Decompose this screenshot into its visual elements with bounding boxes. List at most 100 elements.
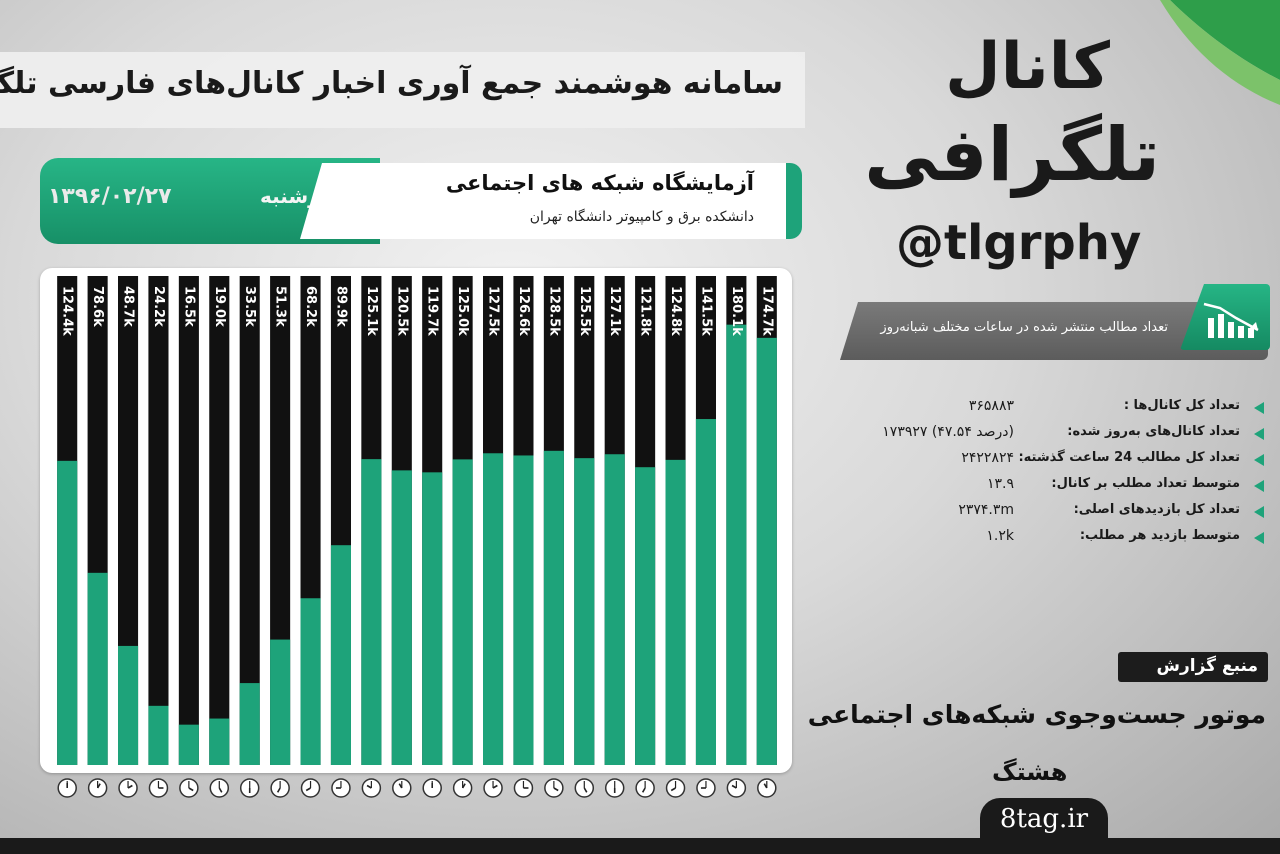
clock-icon (483, 778, 503, 798)
stat-value: ۱۷۳۹۲۷ (۴۷.۵۴ درصد) (882, 424, 1014, 440)
bar (483, 453, 504, 765)
bar (756, 337, 777, 765)
stat-banner-text: تعداد مطالب منتشر شده در ساعات مختلف شبا… (880, 320, 1168, 335)
stat-label: تعداد کل کانال‌ها : (1123, 398, 1240, 413)
bar (452, 459, 473, 765)
bar-value-label: 127.5k (486, 286, 501, 336)
bar-track (209, 276, 230, 765)
source-badge-text: منبع گزارش (1156, 656, 1258, 676)
bar (391, 470, 412, 765)
clock-icon (635, 778, 655, 798)
stat-value: ۱.۲k (986, 528, 1014, 544)
clock-icon (392, 778, 412, 798)
site-badge: 8tag.ir (980, 798, 1108, 838)
clock-icon (270, 778, 290, 798)
arrow-icon (1254, 506, 1264, 518)
clock-icon (665, 778, 686, 798)
source-name: موتور جست‌وجوی شبکه‌های اجتماعی (807, 700, 1266, 729)
bar-value-label: 127.1k (607, 286, 622, 336)
hour-clock-row (57, 778, 777, 798)
bar-value-label: 125.1k (364, 286, 379, 336)
bar (87, 572, 108, 765)
source-badge: منبع گزارش (1118, 652, 1268, 682)
stat-label: متوسط بازدید هر مطلب: (1079, 528, 1240, 543)
arrow-icon (1254, 480, 1264, 492)
page-title: سامانه هوشمند جمع آوری اخبار کانال‌های ف… (0, 66, 783, 101)
bar (209, 718, 230, 765)
bar (695, 419, 716, 765)
clock-icon (300, 778, 321, 798)
bar (148, 705, 169, 765)
clock-icon (87, 778, 108, 798)
lab-panel: آزمایشگاه شبکه های اجتماعی دانشکده برق و… (300, 163, 790, 239)
bar-value-label: 120.5k (394, 286, 409, 336)
bar (543, 450, 564, 765)
bar (300, 598, 321, 765)
clock-icon (118, 778, 138, 798)
bar-value-label: 51.3k (273, 286, 288, 327)
leaf-decoration (1160, 0, 1280, 105)
bar (422, 472, 443, 765)
bar (726, 324, 747, 765)
lab-title: آزمایشگاه شبکه های اجتماعی (445, 171, 754, 195)
site-link[interactable]: 8tag.ir (999, 804, 1089, 834)
clock-icon (179, 778, 199, 798)
bar-value-label: 124.8k (668, 286, 683, 336)
bar-value-label: 141.5k (698, 286, 713, 336)
brand-block: کانال تلگرافی @tlgrphy (820, 30, 1170, 290)
bar (361, 459, 382, 765)
hourly-bar-chart: 124.4k 78.6k 48.7k 24.2k 16.5k 19.0k 33.5k 51.3… (57, 276, 777, 765)
brand-handle: @tlgrphy (896, 215, 1142, 271)
bar-value-label: 174.7k (759, 286, 774, 336)
clock-icon (148, 778, 169, 798)
bar-track (239, 276, 260, 765)
bar (178, 724, 199, 765)
stat-value: ۲۳۷۴.۳m (958, 502, 1014, 518)
bar-value-label: 125.0k (455, 286, 470, 336)
bar-value-label: 19.0k (212, 286, 227, 327)
date-value: ۱۳۹۶/۰۲/۲۷ (48, 184, 172, 209)
bar-value-label: 33.5k (242, 286, 257, 327)
bar-value-label: 89.9k (333, 286, 348, 327)
bar-track (178, 276, 199, 765)
bar-value-label: 180.1k (729, 286, 744, 336)
clock-icon (544, 778, 564, 798)
stat-row-avg-views: متوسط بازدید هر مطلب: ۱.۲k (840, 528, 1270, 552)
bottom-bar (0, 838, 1280, 854)
trend-chart-icon (1203, 302, 1259, 338)
clock-icon (239, 778, 260, 798)
stat-row-total-channels: تعداد کل کانال‌ها : ۳۶۵۸۸۳ (840, 398, 1270, 422)
bar (574, 458, 595, 765)
source-brand: هشتگ (992, 758, 1068, 786)
brand-name-line2: تلگرافی (864, 112, 1160, 198)
clock-icon (574, 778, 595, 798)
lab-panel-edge (786, 163, 802, 239)
bar-track (148, 276, 169, 765)
bar (635, 467, 656, 765)
bar-value-label: 128.5k (546, 286, 561, 336)
bar (513, 455, 534, 765)
stat-value: ۱۳.۹ (986, 476, 1014, 492)
bar (665, 459, 686, 765)
bar-value-label: 78.6k (90, 286, 105, 327)
arrow-icon (1254, 532, 1264, 544)
bar-value-label: 126.6k (516, 286, 531, 336)
bar-value-label: 68.2k (303, 286, 318, 327)
arrow-icon (1254, 428, 1264, 440)
clock-icon (513, 778, 534, 798)
bar-value-label: 121.8k (638, 286, 653, 336)
stat-row-updated-channels: تعداد کانال‌های به‌روز شده: ۱۷۳۹۲۷ (۴۷.۵… (840, 424, 1270, 448)
clock-icon (696, 778, 716, 798)
clock-icon (361, 778, 382, 798)
stat-label: تعداد کل بازدیدهای اصلی: (1073, 502, 1240, 517)
clock-icon (422, 778, 442, 798)
bar-track (118, 276, 139, 765)
bar (330, 545, 351, 765)
stat-value: ۲۴۲۲۸۲۴ (961, 450, 1014, 466)
clock-icon (757, 778, 777, 798)
bar-value-label: 24.2k (151, 286, 166, 327)
bar-value-label: 125.5k (577, 286, 592, 336)
stat-label: متوسط تعداد مطلب بر کانال: (1051, 476, 1240, 491)
bar (118, 645, 139, 765)
bar-value-label: 48.7k (121, 286, 136, 327)
